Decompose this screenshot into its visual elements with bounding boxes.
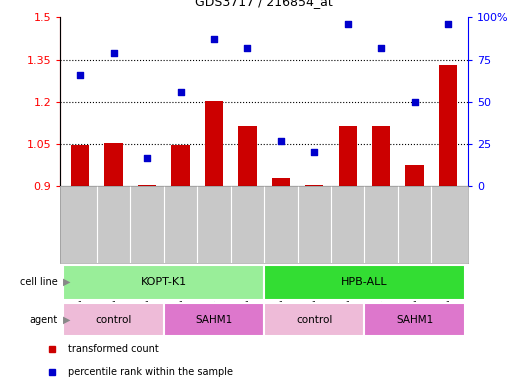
Bar xyxy=(164,303,264,336)
Point xyxy=(411,99,419,105)
Text: ▶: ▶ xyxy=(63,277,70,287)
Bar xyxy=(365,303,465,336)
Text: cell line: cell line xyxy=(20,277,58,287)
Text: HPB-ALL: HPB-ALL xyxy=(341,277,388,287)
Bar xyxy=(71,145,89,186)
Point xyxy=(76,72,84,78)
Point xyxy=(310,149,319,156)
Bar xyxy=(439,65,457,186)
Text: SAHM1: SAHM1 xyxy=(396,314,433,325)
Point xyxy=(377,45,385,51)
Bar xyxy=(264,303,365,336)
Bar xyxy=(305,185,323,186)
Bar xyxy=(172,145,190,186)
Text: control: control xyxy=(96,314,132,325)
Text: percentile rank within the sample: percentile rank within the sample xyxy=(68,367,233,377)
Text: KOPT-K1: KOPT-K1 xyxy=(141,277,187,287)
Bar xyxy=(271,178,290,186)
Bar xyxy=(63,265,264,300)
Bar xyxy=(338,126,357,186)
Point xyxy=(243,45,252,51)
Bar xyxy=(63,303,164,336)
Point xyxy=(109,50,118,56)
Point xyxy=(444,21,452,27)
Point xyxy=(277,137,285,144)
Bar xyxy=(264,265,465,300)
Bar xyxy=(105,144,123,186)
Text: ▶: ▶ xyxy=(63,314,70,325)
Text: control: control xyxy=(296,314,333,325)
Point xyxy=(176,89,185,95)
Bar xyxy=(138,185,156,186)
Point xyxy=(143,154,151,161)
Text: agent: agent xyxy=(29,314,58,325)
Text: transformed count: transformed count xyxy=(68,344,159,354)
Bar xyxy=(372,126,390,186)
Bar xyxy=(238,126,257,186)
Point xyxy=(344,21,352,27)
Point xyxy=(210,36,218,42)
Text: SAHM1: SAHM1 xyxy=(195,314,233,325)
Text: GDS3717 / 216854_at: GDS3717 / 216854_at xyxy=(195,0,333,8)
Bar xyxy=(405,165,424,186)
Bar xyxy=(205,101,223,186)
